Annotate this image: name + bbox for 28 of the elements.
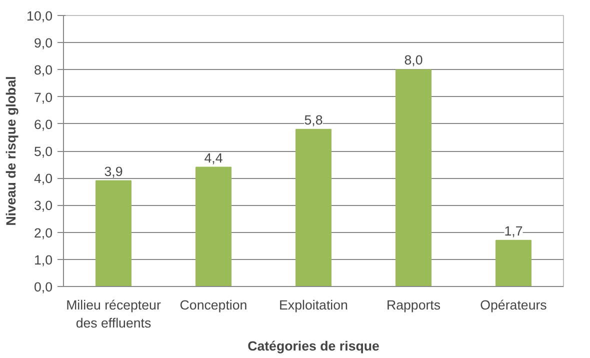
bar <box>196 166 232 286</box>
data-label: 1,7 <box>504 223 523 238</box>
data-label: 5,8 <box>304 112 323 128</box>
y-tick-label: 2,0 <box>34 225 53 240</box>
bar <box>296 128 332 286</box>
y-tick-label: 7,0 <box>34 90 53 105</box>
y-tick-label: 4,0 <box>34 171 53 186</box>
x-tick-label: Exploitation <box>279 298 348 312</box>
y-tick-label: 6,0 <box>34 116 53 132</box>
x-tick-label: Opérateurs <box>480 298 548 312</box>
y-tick-label: 0,0 <box>34 280 53 294</box>
bar <box>396 69 432 286</box>
data-label: 4,4 <box>204 150 224 166</box>
y-axis-title: Niveau de risque global <box>4 76 19 226</box>
bar <box>496 240 532 286</box>
data-label: 8,0 <box>404 52 423 68</box>
y-tick-label: 9,0 <box>34 36 53 51</box>
x-tick-label: Rapports <box>386 298 441 312</box>
y-tick-label: 10,0 <box>26 8 53 24</box>
x-tick-label: Conception <box>180 298 248 312</box>
y-tick-label: 3,0 <box>34 198 53 214</box>
x-tick-label: Milieu récepteur des effluents <box>66 298 162 330</box>
bar <box>96 180 132 286</box>
x-axis-title: Catégories de risque <box>248 338 380 354</box>
data-label: 3,9 <box>104 164 123 179</box>
y-tick-label: 8,0 <box>34 62 53 78</box>
y-tick-label: 1,0 <box>34 252 53 268</box>
y-tick-label: 5,0 <box>34 144 53 159</box>
